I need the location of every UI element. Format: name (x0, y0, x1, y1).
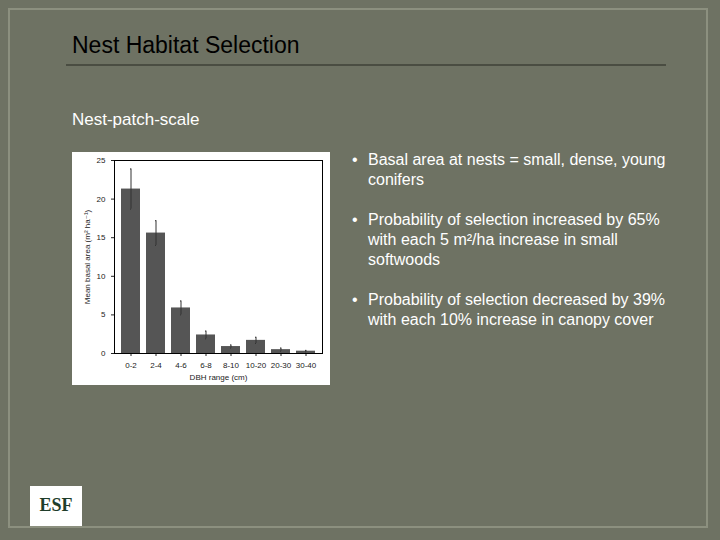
svg-text:Mean basal area (m² ha⁻¹): Mean basal area (m² ha⁻¹) (83, 209, 92, 304)
svg-text:DBH range (cm): DBH range (cm) (190, 373, 248, 382)
svg-text:20: 20 (97, 195, 106, 204)
svg-text:30-40: 30-40 (296, 361, 317, 370)
svg-text:15: 15 (97, 233, 106, 242)
html-text:Probability of selection incre: Probability of selection increased by 65… (368, 211, 660, 268)
svg-text:2-4: 2-4 (150, 361, 162, 370)
svg-text:0: 0 (101, 349, 106, 358)
svg-text:10: 10 (97, 272, 106, 281)
svg-text:8-10: 8-10 (223, 361, 240, 370)
svg-text:10-20: 10-20 (246, 361, 267, 370)
html-text:Nest-patch-scale: Nest-patch-scale (72, 110, 200, 129)
svg-text:4-6: 4-6 (175, 361, 187, 370)
svg-text:20-30: 20-30 (271, 361, 292, 370)
html-text:ESF: ESF (39, 495, 73, 515)
html-text:Basal area at nests = small, d: Basal area at nests = small, dense, youn… (368, 151, 666, 188)
html-text:Nest Habitat Selection: Nest Habitat Selection (72, 32, 300, 58)
svg-text:5: 5 (101, 310, 106, 319)
html-text:Probability of selection decre: Probability of selection decreased by 39… (368, 291, 666, 328)
svg-text:0-2: 0-2 (125, 361, 137, 370)
svg-text:25: 25 (97, 156, 106, 165)
svg-text:6-8: 6-8 (200, 361, 212, 370)
